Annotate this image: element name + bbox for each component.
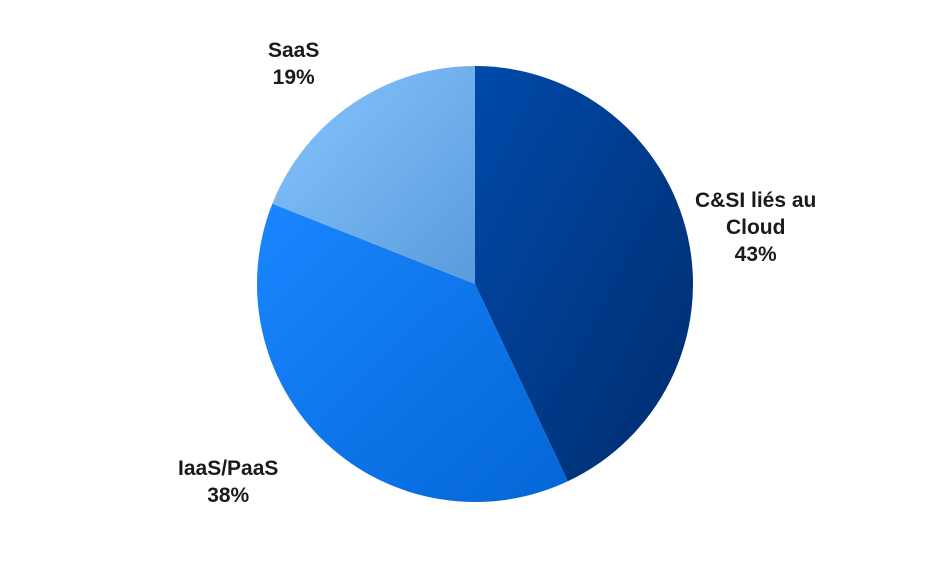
slice-label-iaas-paas: IaaS/PaaS 38% (178, 455, 278, 509)
slice-name-line-2: Cloud (725, 216, 786, 239)
slice-label-csi-cloud: C&SI liés au Cloud 43% (695, 187, 816, 268)
slice-name: IaaS/PaaS (178, 457, 279, 480)
pie-slice-saas (272, 66, 475, 284)
slice-name: SaaS (268, 39, 320, 62)
slice-percent: 43% (734, 243, 777, 266)
pie-slice-iaas-paas (257, 203, 568, 502)
slice-label-saas: SaaS 19% (268, 37, 319, 91)
slice-percent: 19% (272, 66, 315, 89)
slice-name-line-1: C&SI liés au (695, 189, 817, 212)
pie-slices (257, 66, 693, 502)
pie-slice-csi-cloud (475, 66, 693, 482)
slice-percent: 38% (207, 484, 250, 507)
